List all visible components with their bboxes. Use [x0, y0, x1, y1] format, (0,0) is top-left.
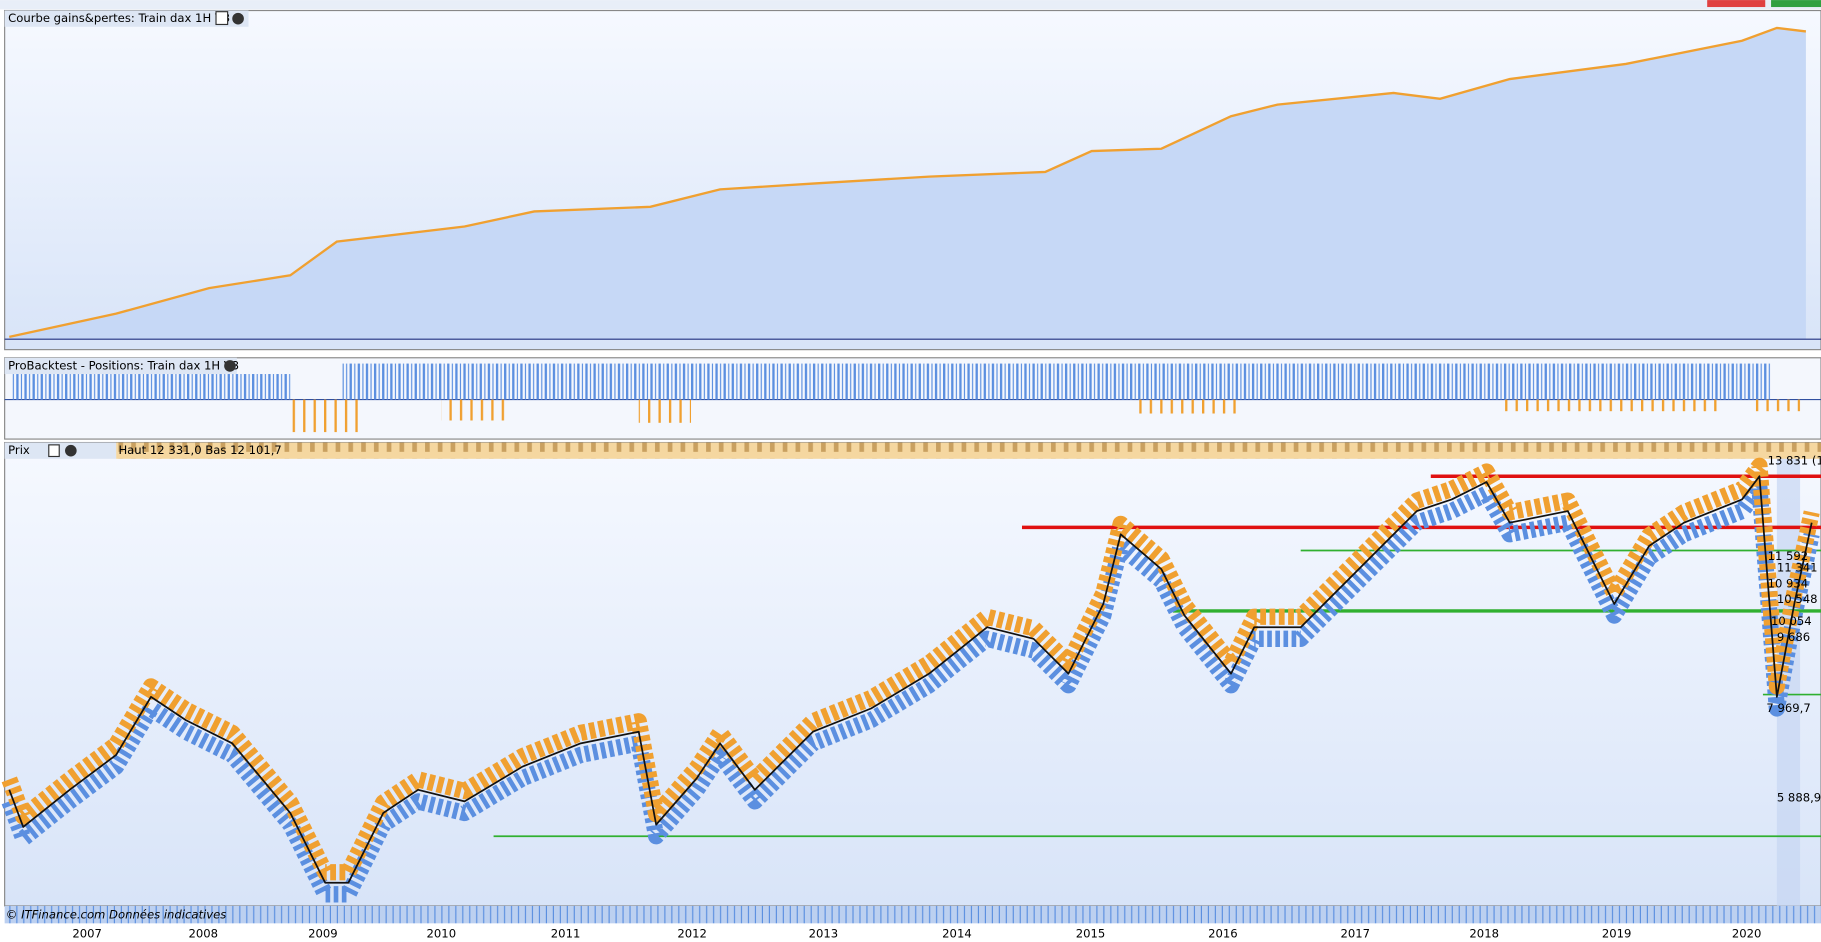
short-positions — [290, 399, 361, 433]
price-label: 7 969,7 — [1766, 701, 1810, 715]
close-button[interactable] — [1707, 0, 1766, 8]
x-axis: 2007 2008 2009 2010 2011 2012 2013 2014 … — [72, 926, 1761, 940]
panel-title: ProBacktest - Positions: Train dax 1H V3 — [8, 358, 239, 372]
price-label: 10 934 — [1768, 577, 1809, 591]
long-positions — [11, 374, 291, 400]
year-label: 2010 — [427, 926, 457, 940]
year-label: 2015 — [1076, 926, 1106, 940]
short-positions — [638, 399, 692, 423]
year-label: 2009 — [308, 926, 338, 940]
price-label: 13 831 (10 — [1768, 454, 1821, 468]
price-label: 10 054 — [1771, 614, 1812, 628]
window-button[interactable] — [215, 11, 229, 26]
year-label: 2016 — [1208, 926, 1238, 940]
panel-title: Courbe gains&pertes: Train dax 1H V3 — [8, 11, 230, 25]
sell-markers — [1, 457, 1820, 881]
equity-area — [9, 27, 1806, 340]
highlight-zone — [1776, 458, 1801, 906]
short-positions — [1498, 399, 1719, 412]
price-line — [8, 475, 1813, 884]
year-label: 2014 — [942, 926, 972, 940]
footer: © ITFinance.com Données indicatives — [6, 908, 227, 922]
buy-markers — [1, 479, 1820, 903]
title-bar — [4, 10, 249, 27]
title-bar — [4, 357, 237, 375]
long-positions — [342, 363, 1772, 400]
price-label: 5 888,9 ( — [1777, 790, 1821, 804]
year-label: 2012 — [677, 926, 707, 940]
action-button[interactable] — [1771, 0, 1821, 8]
year-label: 2017 — [1341, 926, 1371, 940]
axis-strip — [4, 905, 1821, 924]
price-label: 11 592 — [1768, 549, 1809, 563]
title-bar — [4, 442, 117, 459]
year-label: 2011 — [551, 926, 581, 940]
price-label: 10 548 — [1777, 592, 1818, 606]
top-bar — [0, 0, 1821, 10]
year-label: 2007 — [72, 926, 102, 940]
ticker-strip — [116, 442, 1821, 459]
close-icon[interactable] — [224, 360, 236, 372]
year-label: 2018 — [1469, 926, 1499, 940]
short-positions — [1753, 399, 1801, 412]
short-positions — [441, 399, 511, 421]
price-info: Haut 12 331,0 Bas 12 101,7 — [118, 443, 281, 457]
panel-title: Prix — [8, 443, 30, 457]
price-label: 11 341 — [1777, 560, 1818, 574]
year-label: 2020 — [1732, 926, 1762, 940]
equity-line — [9, 26, 1807, 338]
price-labels: 13 831 (10 11 592 11 341 10 934 10 548 1… — [1766, 454, 1821, 805]
year-label: 2008 — [188, 926, 218, 940]
year-label: 2019 — [1602, 926, 1632, 940]
price-label: 9 686 — [1777, 630, 1810, 644]
close-icon[interactable] — [65, 444, 77, 457]
year-label: 2013 — [809, 926, 839, 940]
window-button[interactable] — [48, 444, 60, 458]
close-icon[interactable] — [232, 12, 244, 25]
price-series — [1, 457, 1820, 903]
short-positions — [1138, 399, 1243, 414]
